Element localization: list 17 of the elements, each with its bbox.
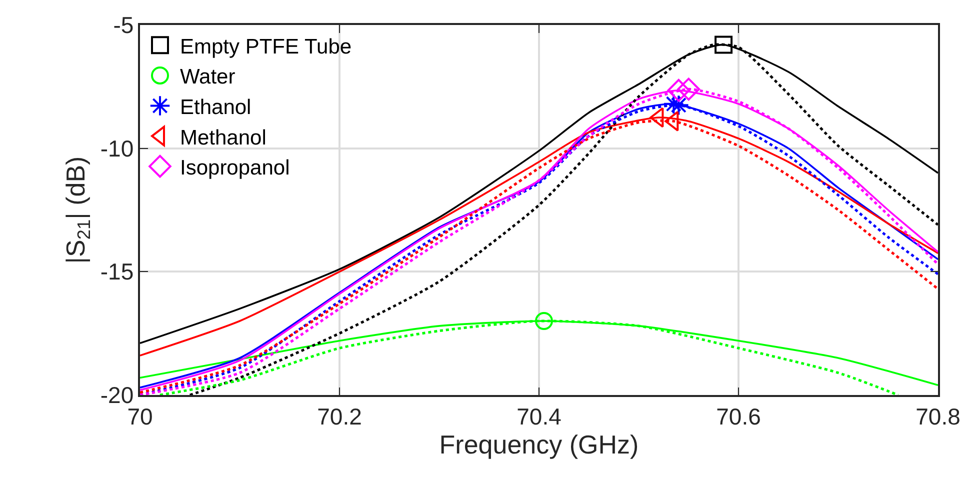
legend-label: Methanol (180, 126, 266, 150)
legend-label: Ethanol (180, 96, 252, 119)
point (714, 36, 733, 54)
x-tick-label: 70.6 (716, 403, 761, 430)
legend-label: Empty PTFE Tube (180, 35, 352, 58)
x-tick-label: 70.8 (916, 403, 960, 430)
x-tick-label: 70.2 (317, 403, 362, 430)
x-axis-title: Frequency (GHz) (439, 429, 639, 460)
y-tick-label: -10 (100, 135, 134, 162)
point (677, 78, 700, 101)
point (534, 312, 553, 330)
y-tick-label: -15 (100, 258, 134, 285)
x-tick-label: 70.4 (516, 403, 562, 430)
point (667, 78, 690, 102)
legend-label: Isopropanol (180, 156, 290, 180)
legend-label: Water (180, 66, 236, 89)
y-tick-label: -5 (113, 12, 134, 38)
